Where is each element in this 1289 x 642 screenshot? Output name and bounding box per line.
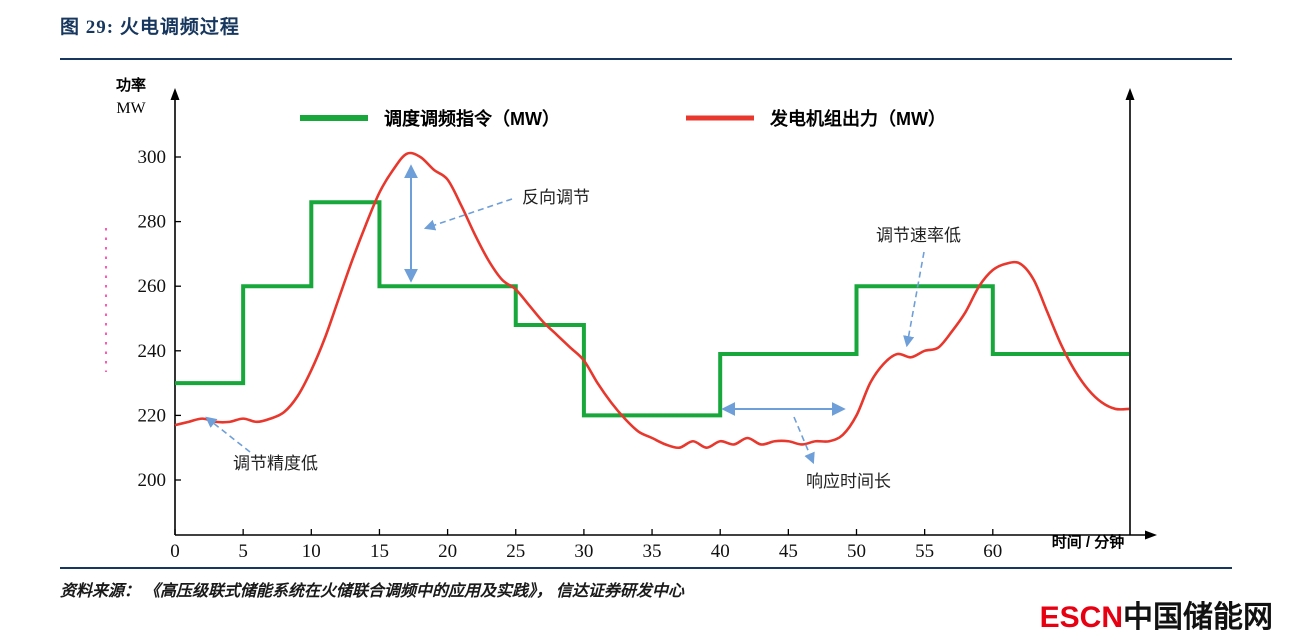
reverse-regulation-pointer <box>423 198 513 231</box>
rate-pointer <box>903 251 925 348</box>
x-tick-label: 60 <box>983 541 1002 562</box>
x-tick-label: 50 <box>847 541 866 562</box>
x-tick-label: 35 <box>643 541 662 562</box>
chart-area: 0 5 10 15 20 25 30 35 40 45 50 55 60 200 220 240 260 280 3… <box>0 65 1289 570</box>
bottom-divider <box>60 567 1232 569</box>
x-tick-label: 5 <box>238 541 248 562</box>
frequency-regulation-chart: 0 5 10 15 20 25 30 35 40 45 50 55 60 200 220 240 260 280 3… <box>105 76 1157 562</box>
y-tick-label: 280 <box>138 212 167 233</box>
y-axis-arrow <box>170 88 180 100</box>
escn-logo: ESCN中国储能网 <box>1040 592 1273 636</box>
x-tick-label: 30 <box>574 541 593 562</box>
y-tick-label: 300 <box>138 147 167 168</box>
legend-output-label: 发电机组出力（MW） <box>769 108 946 129</box>
y-tick-label: 260 <box>138 276 167 297</box>
annotation-reverse-regulation: 反向调节 <box>522 188 590 207</box>
x-axis-title: 时间 / 分钟 <box>1052 533 1125 551</box>
y-axis-title-power: 功率 <box>116 76 146 94</box>
escn-logo-en: ESCN <box>1039 601 1123 634</box>
y-tick-label: 240 <box>138 341 167 362</box>
figure-title: 图 29: 火电调频过程 <box>60 17 240 38</box>
x-tick-label: 25 <box>506 541 525 562</box>
y-axis-title-unit: MW <box>116 100 146 117</box>
escn-logo-cn: 中国储能网 <box>1123 601 1273 634</box>
annotation-rate: 调节速率低 <box>876 226 961 245</box>
x-tick-label: 40 <box>711 541 730 562</box>
x-tick-label: 20 <box>438 541 457 562</box>
output-curve <box>174 151 1130 450</box>
source-text: 资料来源： 《高压级联式储能系统在火储联合调频中的应用及实践》， 信达证券研发中… <box>60 583 685 600</box>
x-tick-label: 45 <box>779 541 798 562</box>
annotation-response-time: 响应时间长 <box>806 472 891 491</box>
source-note: 资料来源： 《高压级联式储能系统在火储联合调频中的应用及实践》， 信达证券研发中… <box>60 577 684 601</box>
x-axis-arrow <box>1145 530 1157 540</box>
x-tick-label: 10 <box>302 541 321 562</box>
x-tick-label: 15 <box>370 541 389 562</box>
y-tick-label: 220 <box>138 405 167 426</box>
legend-command-label: 调度调频指令（MW） <box>384 108 560 129</box>
top-divider <box>60 58 1232 60</box>
x-tick-label: 55 <box>915 541 934 562</box>
y-tick-label: 200 <box>138 470 167 491</box>
annotation-precision: 调节精度低 <box>233 454 318 473</box>
x-tick-label: 0 <box>170 541 180 562</box>
response-time-pointer <box>793 416 815 465</box>
command-step-line <box>175 200 1130 418</box>
right-axis-arrow <box>1125 88 1135 100</box>
precision-pointer <box>205 416 251 453</box>
